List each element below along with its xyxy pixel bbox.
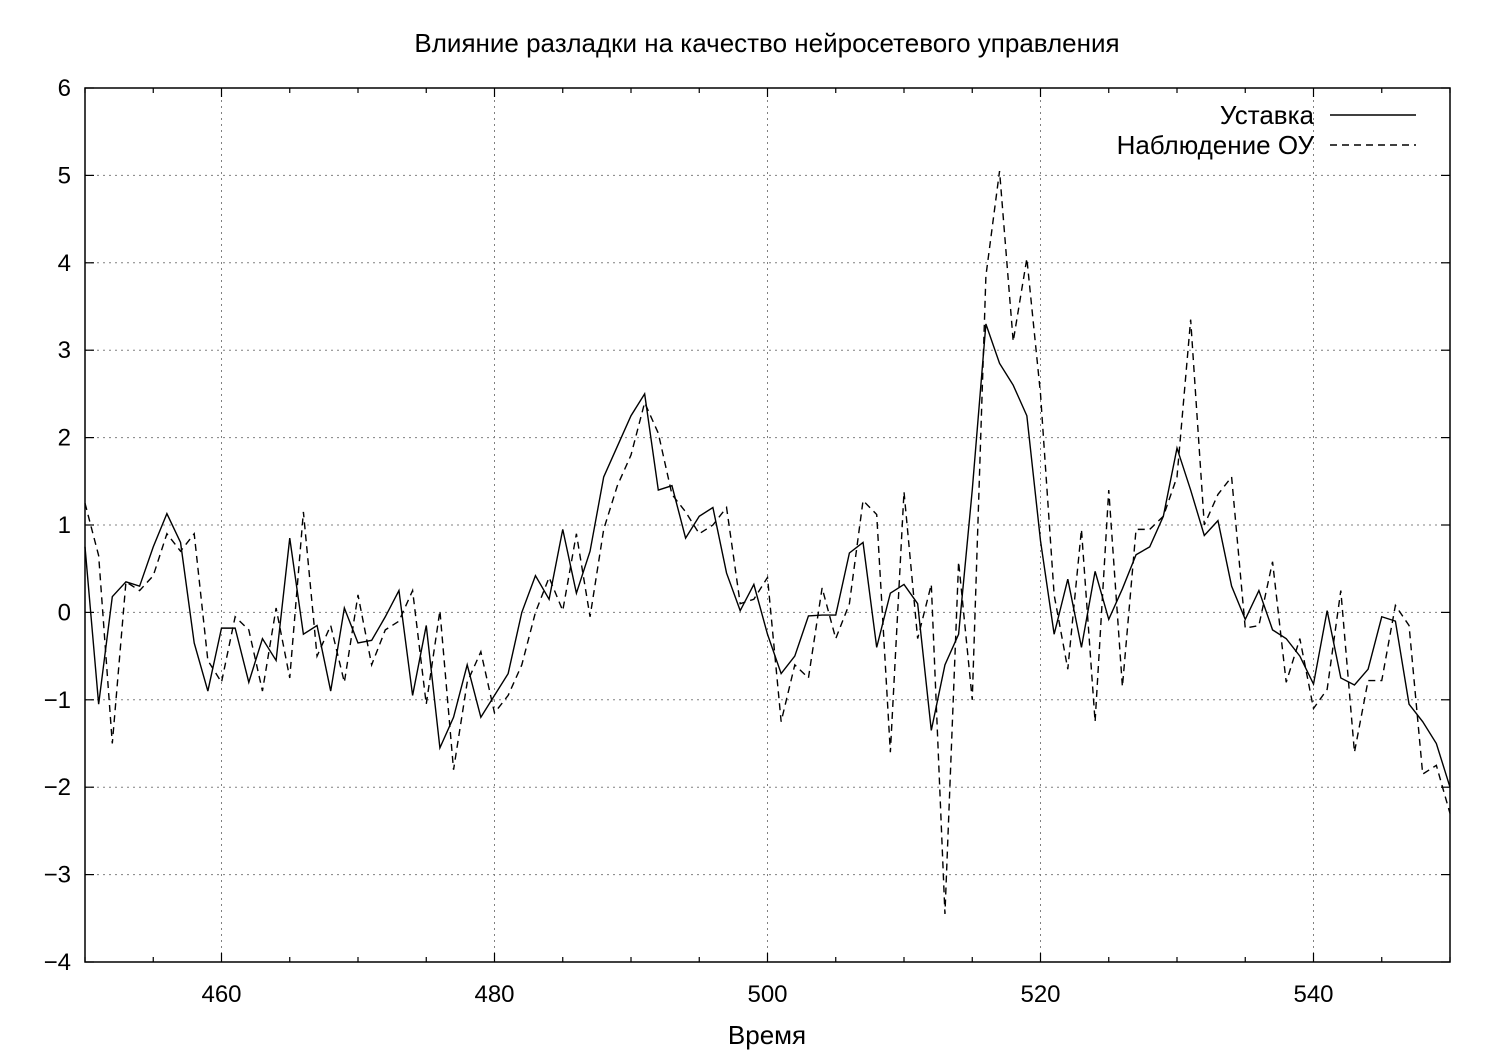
y-tick-label: −3 xyxy=(44,862,71,889)
y-tick-label: 1 xyxy=(58,512,71,539)
series-ustavka-line xyxy=(84,323,1451,788)
legend-label: Уставка xyxy=(1220,100,1315,130)
y-tick-label: 4 xyxy=(58,250,71,277)
x-tick-label: 480 xyxy=(474,981,514,1008)
series-lines xyxy=(84,170,1451,914)
legend-label: Наблюдение ОУ xyxy=(1117,130,1315,160)
x-tick-label: 500 xyxy=(747,981,787,1008)
y-tick-label: 6 xyxy=(58,75,71,102)
x-axis-label: Время xyxy=(728,1020,806,1050)
x-tick-label: 540 xyxy=(1293,981,1333,1008)
y-tick-label: −2 xyxy=(44,774,71,801)
y-tick-label: 2 xyxy=(58,425,71,452)
series-nablyudenie-line xyxy=(84,170,1451,914)
x-tick-label: 460 xyxy=(201,981,241,1008)
y-tick-label: 5 xyxy=(58,162,71,189)
x-tick-label: 520 xyxy=(1020,981,1060,1008)
y-tick-label: −1 xyxy=(44,687,71,714)
y-tick-label: −4 xyxy=(44,949,71,976)
chart-title: Влияние разладки на качество нейросетево… xyxy=(414,28,1119,58)
axis-ticks: −4 −3 −2 −1 0 1 2 3 4 5 6 460 480 500 520 540 xyxy=(44,75,1451,1008)
y-tick-label: 0 xyxy=(58,599,71,626)
grid-lines xyxy=(85,88,1450,962)
y-tick-label: 3 xyxy=(58,337,71,364)
